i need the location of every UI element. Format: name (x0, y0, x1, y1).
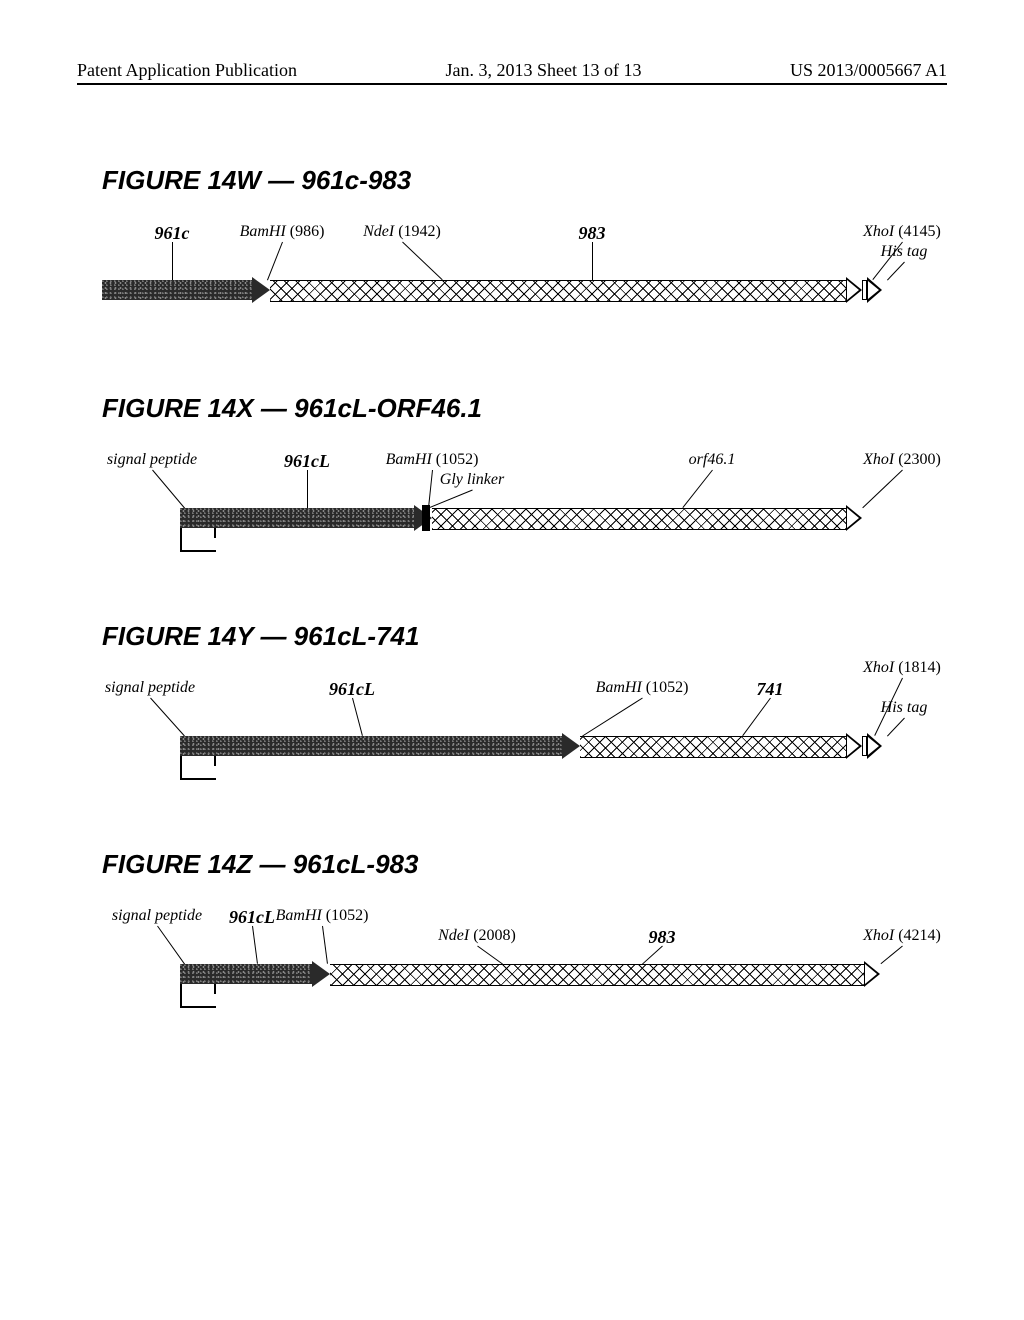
label: Gly linker (440, 472, 504, 488)
label: BamHI (1052) (596, 680, 689, 696)
leader-line (428, 470, 433, 508)
header-rule (77, 83, 947, 85)
arrow-983 (330, 964, 880, 984)
leader-line (887, 262, 905, 281)
header-left: Patent Application Publication (77, 60, 297, 81)
label: NdeI (2008) (438, 928, 516, 944)
leader-line (267, 242, 283, 280)
figure-title: FIGURE 14W — 961c-983 (102, 165, 922, 196)
leader-line (582, 698, 643, 737)
leader-line (428, 490, 472, 509)
label: 961cL (284, 452, 330, 470)
label: 961c (155, 224, 190, 242)
leader-line (322, 926, 328, 964)
label: signal peptide (105, 680, 195, 696)
signal-peptide-bracket (180, 532, 216, 552)
arrow-741 (580, 736, 862, 756)
label: signal peptide (112, 908, 202, 924)
label: 961cL (329, 680, 375, 698)
figures-container: FIGURE 14W — 961c-983 961c BamHI (986) NdeI… (102, 165, 922, 1022)
leader-line (152, 470, 185, 509)
label: 741 (757, 680, 784, 698)
arrow-orf46.1 (432, 508, 862, 528)
label: His tag (881, 244, 928, 260)
label: BamHI (1052) (386, 452, 479, 468)
label: 983 (649, 928, 676, 946)
leader-line (307, 470, 308, 508)
arrow-histag (862, 736, 882, 756)
label: BamHI (1052) (276, 908, 369, 924)
signal-peptide-bracket (180, 760, 216, 780)
label: XhoI (1814) (863, 660, 941, 676)
leader-line (402, 242, 443, 281)
label: XhoI (2300) (863, 452, 941, 468)
leader-line (862, 470, 903, 509)
leader-line (887, 718, 905, 737)
arrow-histag (862, 280, 882, 300)
label: signal peptide (107, 452, 197, 468)
figure-Z: FIGURE 14Z — 961cL-983 signal peptide 961c… (102, 849, 922, 1022)
page-header: Patent Application Publication Jan. 3, 2… (77, 60, 947, 83)
figure-Y: FIGURE 14Y — 961cL-741 signal peptide 961c… (102, 621, 922, 794)
arrow-961cL (180, 736, 580, 756)
leader-line (682, 470, 713, 509)
leader-line (592, 242, 593, 280)
leader-line (742, 698, 771, 737)
label: XhoI (4145) (863, 224, 941, 240)
arrow-961c (102, 280, 270, 300)
header-mid: Jan. 3, 2013 Sheet 13 of 13 (445, 60, 641, 81)
leader-line (157, 926, 185, 965)
leader-line (150, 698, 185, 737)
leader-line (880, 946, 903, 965)
gene-diagram: signal peptide961cLBamHI (1052)741XhoI (… (102, 674, 922, 794)
label: XhoI (4214) (863, 928, 941, 944)
label: His tag (881, 700, 928, 716)
figure-W: FIGURE 14W — 961c-983 961c BamHI (986) NdeI… (102, 165, 922, 338)
gene-diagram: signal peptide 961cLBamHI (1052) NdeI (200… (102, 902, 922, 1022)
gene-diagram: 961cBamHI (986)NdeI (1942)983XhoI (4145)… (102, 218, 922, 338)
arrow-983 (270, 280, 862, 300)
leader-line (477, 946, 503, 965)
arrow-961cL (180, 508, 432, 528)
leader-line (252, 926, 258, 964)
header-right: US 2013/0005667 A1 (790, 60, 947, 81)
figure-title: FIGURE 14Z — 961cL-983 (102, 849, 922, 880)
label: 983 (579, 224, 606, 242)
figure-title: FIGURE 14Y — 961cL-741 (102, 621, 922, 652)
figure-X: FIGURE 14X — 961cL-ORF46.1 signal peptide… (102, 393, 922, 566)
gly-linker-bar (422, 505, 430, 531)
label: 961cL (229, 908, 275, 926)
leader-line (172, 242, 173, 280)
arrow-961cL (180, 964, 330, 984)
gene-diagram: signal peptide 961cL BamHI (1052) Gly linke… (102, 446, 922, 566)
label: NdeI (1942) (363, 224, 441, 240)
leader-line (642, 946, 663, 965)
signal-peptide-bracket (180, 988, 216, 1008)
figure-title: FIGURE 14X — 961cL-ORF46.1 (102, 393, 922, 424)
label: BamHI (986) (240, 224, 325, 240)
label: orf46.1 (689, 452, 736, 468)
patent-page: Patent Application Publication Jan. 3, 2… (0, 0, 1024, 1320)
leader-line (352, 698, 363, 736)
